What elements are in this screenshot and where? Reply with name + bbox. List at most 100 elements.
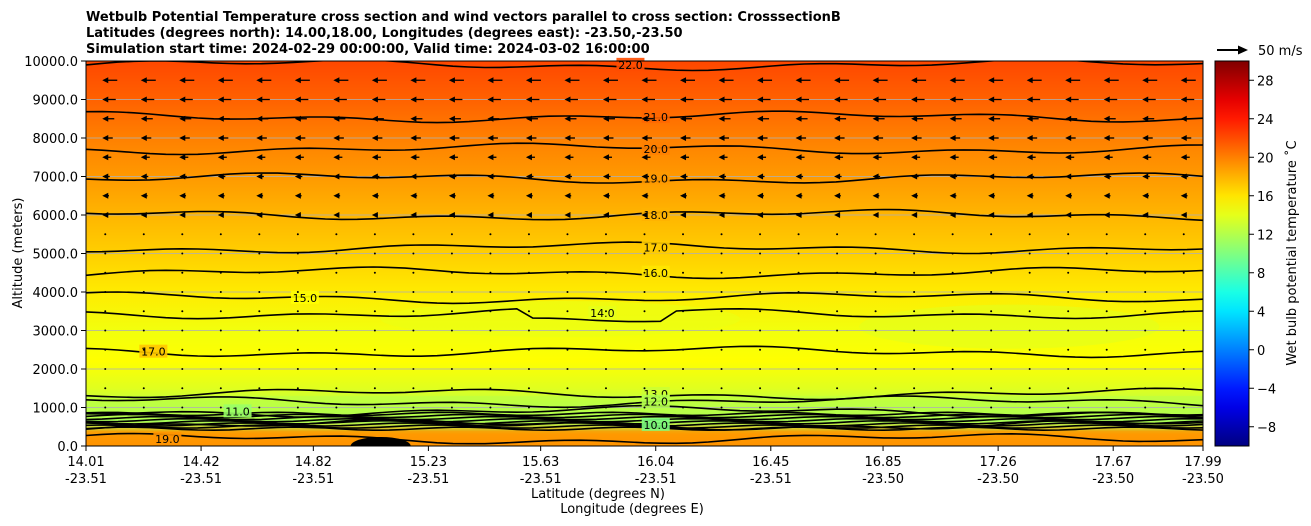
wind-vector-head xyxy=(834,154,841,161)
wind-vector-dot xyxy=(990,310,993,313)
wind-vector-dot xyxy=(1067,368,1070,370)
wind-vector-dot xyxy=(874,291,877,293)
wind-vector-head xyxy=(448,115,455,122)
x-tick-lon-2: -23.51 xyxy=(292,472,334,487)
wind-vector-head xyxy=(102,96,109,103)
wind-vector-head xyxy=(102,135,109,141)
wind-vector-dot xyxy=(682,387,685,390)
wind-vector-dot xyxy=(1144,233,1147,236)
wind-vector-dot xyxy=(412,291,415,293)
wind-vector-dot xyxy=(1028,291,1031,293)
wind-vector-dot xyxy=(373,387,376,390)
wind-vector-dot xyxy=(1067,348,1070,351)
x-tick-lon-6: -23.51 xyxy=(750,472,792,487)
wind-vector-dot xyxy=(104,368,107,370)
wind-vector-dot xyxy=(373,271,376,274)
colorbar-gradient xyxy=(1215,61,1249,446)
wind-vector-dot xyxy=(951,348,954,351)
wind-vector-dot xyxy=(258,387,261,390)
wind-vector-dot xyxy=(1182,368,1185,370)
wind-vector-head xyxy=(217,154,224,161)
wind-vector-dot xyxy=(489,387,492,390)
wind-vector-head xyxy=(834,173,841,180)
wind-vector-head xyxy=(140,96,147,103)
y-tick-label-7: 7000.0 xyxy=(33,171,79,186)
wind-vector-head xyxy=(448,192,455,199)
wind-vector-dot xyxy=(566,368,569,370)
wind-vector-head xyxy=(256,173,263,180)
wind-vector-head xyxy=(1103,115,1110,122)
wind-vector-dot xyxy=(643,233,646,236)
wind-vector-head xyxy=(256,135,263,141)
wind-vector-head xyxy=(371,212,378,218)
y-tick-label-5: 5000.0 xyxy=(33,248,79,263)
wind-vector-dot xyxy=(990,348,993,351)
wind-vector-head xyxy=(680,154,687,161)
wind-vector-head xyxy=(949,192,956,199)
wind-vector-head xyxy=(140,192,147,199)
wind-vector-dot xyxy=(335,233,338,236)
contour-label-bg-12.0 xyxy=(641,394,670,408)
wind-vector-dot xyxy=(219,252,222,255)
wind-vector-head xyxy=(641,192,648,199)
wind-vector-dot xyxy=(181,387,184,390)
wind-vector-dot xyxy=(566,291,569,293)
wind-vector-dot xyxy=(412,368,415,370)
wind-vector-dot xyxy=(219,271,222,274)
wind-vector-dot xyxy=(990,387,993,390)
cool-blob-right xyxy=(859,304,1160,349)
colorbar: −8 −4 0 4 8 12 16 20 24 28 Wet bulb potential tem… xyxy=(1214,60,1300,447)
wind-vector-head xyxy=(448,212,455,218)
wind-vector-head xyxy=(1142,96,1149,103)
wind-vector-dot xyxy=(1105,310,1108,313)
wind-vector-dot xyxy=(1067,233,1070,236)
wind-vector-head xyxy=(487,115,494,122)
wind-vector-dot xyxy=(951,252,954,255)
wind-vector-dot xyxy=(450,387,453,390)
wind-vector-dot xyxy=(604,271,607,274)
wind-vector-dot xyxy=(836,406,839,409)
wind-vector-head xyxy=(757,135,764,141)
wind-vector-head xyxy=(1103,154,1110,161)
x-tick-lon-9: -23.50 xyxy=(1092,472,1134,487)
wind-vector-dot xyxy=(181,329,184,332)
wind-vector-head xyxy=(487,96,494,103)
wind-vector-head xyxy=(718,135,725,141)
wind-vector-head xyxy=(179,96,186,103)
wind-vector-head xyxy=(757,115,764,122)
wind-vector-head xyxy=(1142,154,1149,161)
wind-vector-head xyxy=(911,212,918,218)
wind-vector-head xyxy=(680,173,687,180)
wind-vector-head xyxy=(1065,77,1072,84)
wind-vector-head xyxy=(795,173,802,180)
wind-vector-dot xyxy=(720,387,723,390)
quiver-key: 50 m/s xyxy=(1217,44,1303,59)
wind-vector-dot xyxy=(874,233,877,236)
wind-vector-dot xyxy=(142,329,145,332)
wind-vector-head xyxy=(872,154,879,161)
title-line-1: Wetbulb Potential Temperature cross sect… xyxy=(86,10,841,25)
wind-vector-head xyxy=(371,115,378,122)
wind-vector-dot xyxy=(373,348,376,351)
wind-vector-head xyxy=(988,173,995,180)
wind-vector-dot xyxy=(527,252,530,255)
wind-vector-head xyxy=(834,135,841,141)
wind-vector-dot xyxy=(759,387,762,390)
wind-vector-dot xyxy=(181,310,184,313)
wind-vector-dot xyxy=(836,387,839,390)
x-tick-lat-2: 14.82 xyxy=(295,455,332,470)
wind-vectors xyxy=(102,77,1196,409)
wind-vector-head xyxy=(448,154,455,161)
wind-vector-dot xyxy=(104,387,107,390)
wind-vector-head xyxy=(641,212,648,218)
wind-vector-dot xyxy=(990,233,993,236)
wind-vector-head xyxy=(988,154,995,161)
contour-label-21.0: 21.0 xyxy=(643,111,668,124)
wind-vector-head xyxy=(602,115,609,122)
wind-vector-dot xyxy=(181,233,184,236)
wind-vector-head xyxy=(140,135,147,141)
wind-vector-dot xyxy=(720,406,723,409)
wind-vector-head xyxy=(102,192,109,199)
colorbar-tick-label-7: 20 xyxy=(1257,151,1274,166)
wind-vector-head xyxy=(872,115,879,122)
